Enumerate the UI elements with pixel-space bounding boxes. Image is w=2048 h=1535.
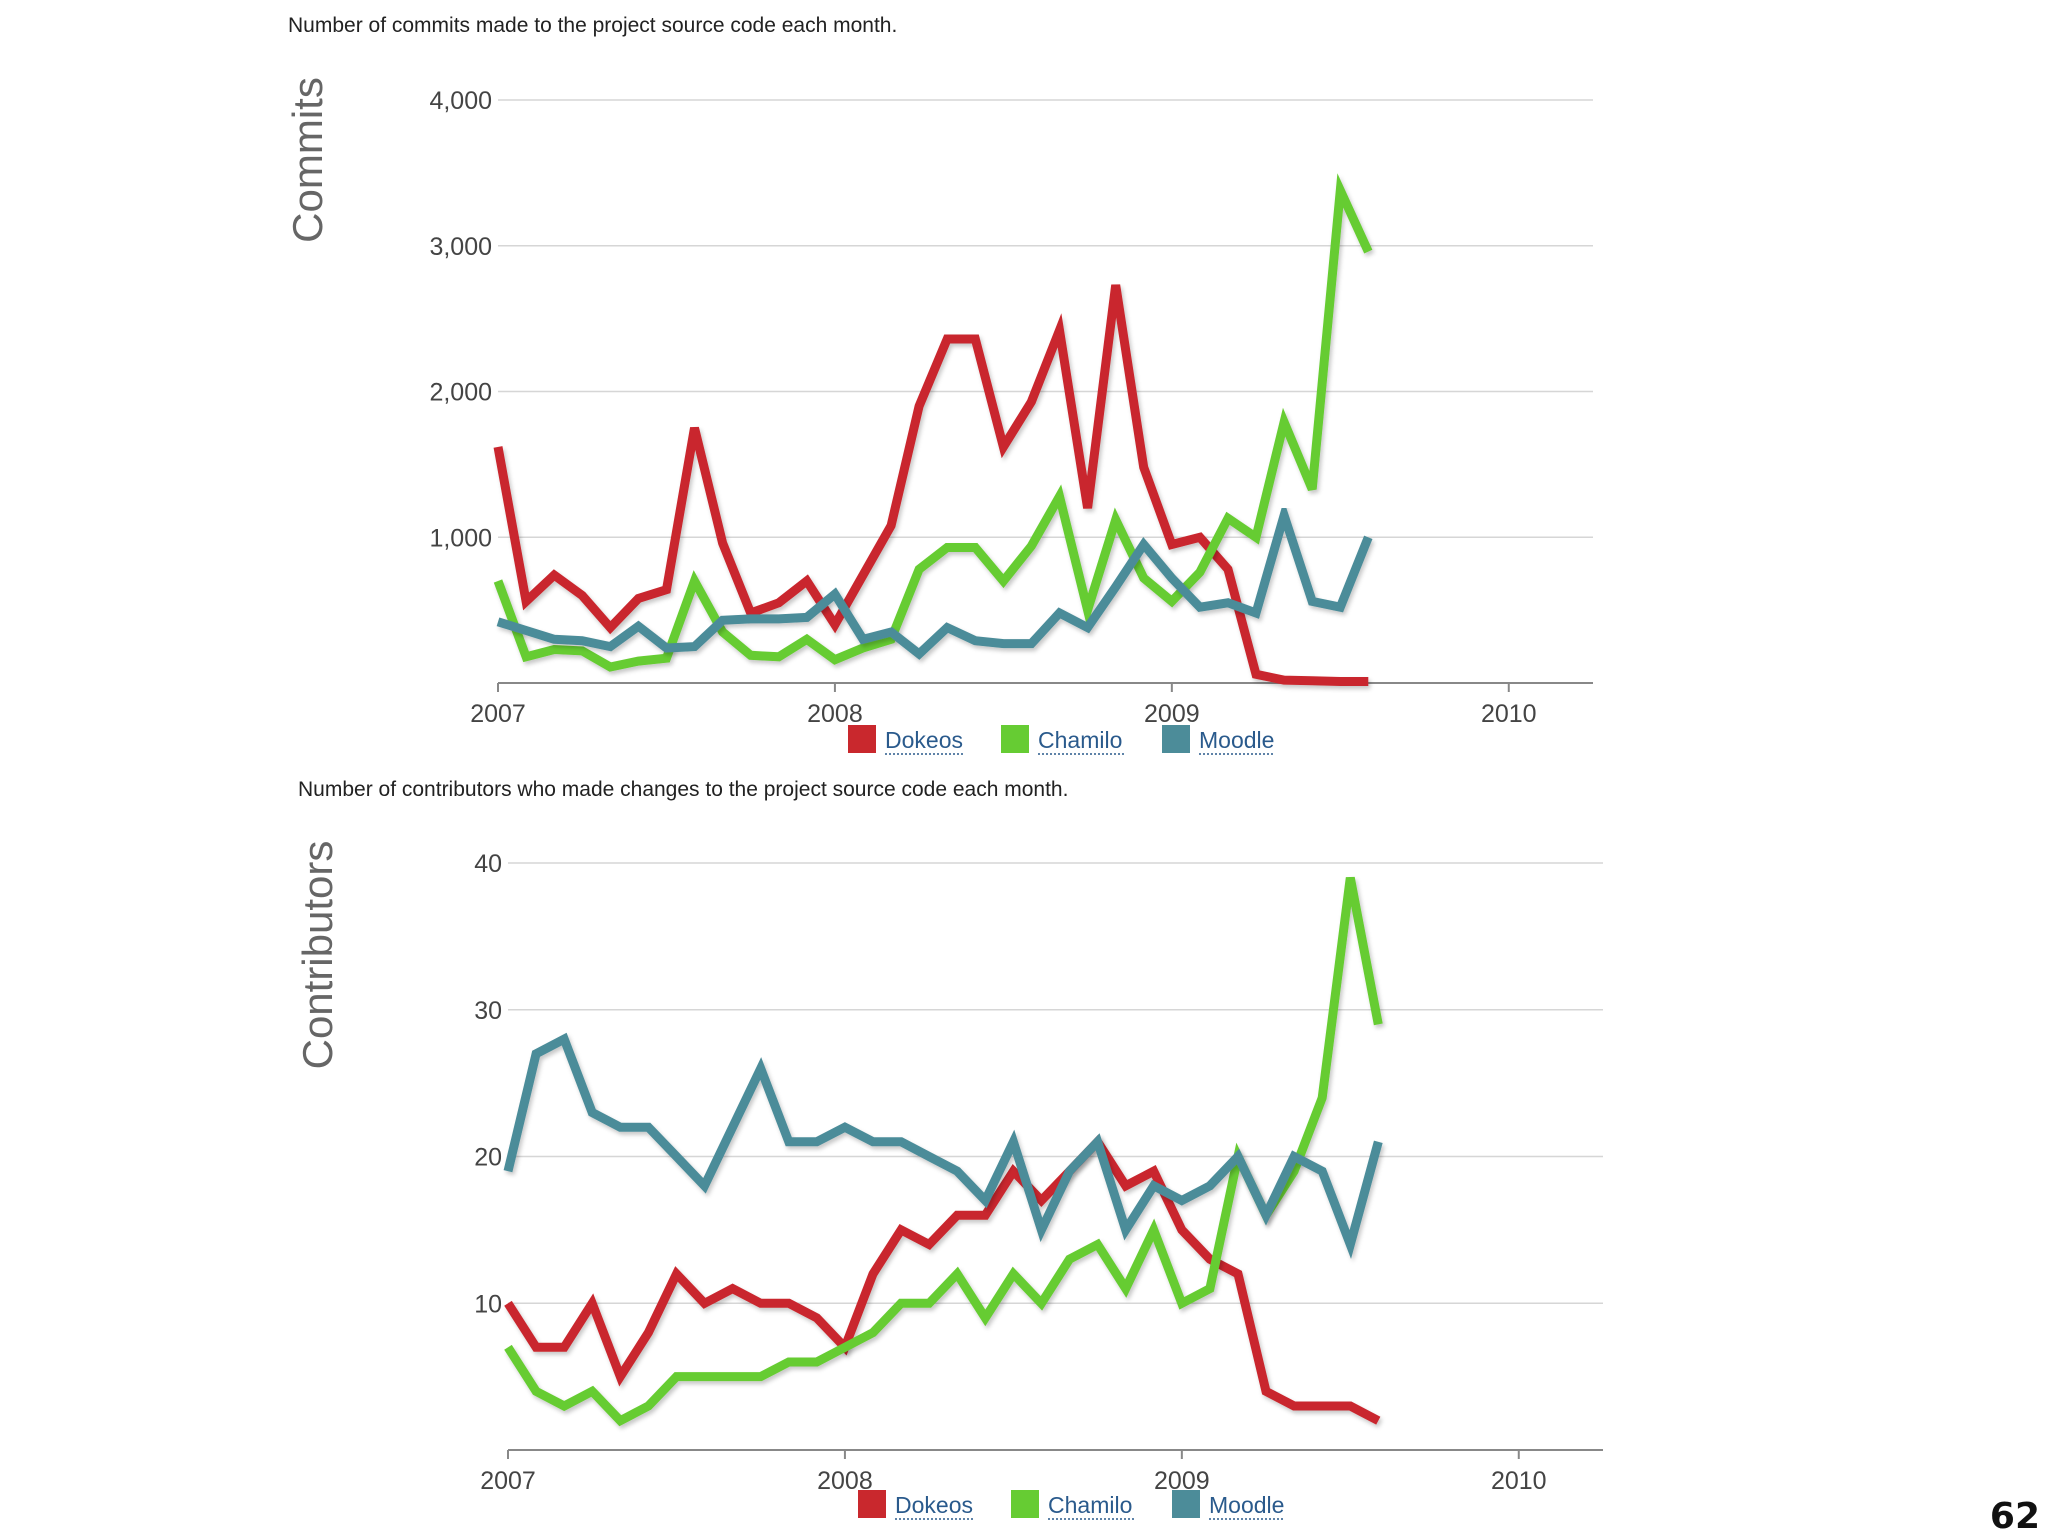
legend-swatch <box>1001 725 1029 753</box>
series-group <box>503 876 1383 1427</box>
x-tick-label: 2008 <box>807 700 863 728</box>
legend-swatch <box>848 725 876 753</box>
contributors-chart: Number of contributors who made changes … <box>294 778 1603 1520</box>
series-line-moodle <box>496 500 1373 660</box>
commits-chart: Number of commits made to the project so… <box>284 14 1593 755</box>
series-line-dokeos <box>493 284 1369 686</box>
y-tick-label: 20 <box>474 1144 502 1172</box>
y-tick-label: 2,000 <box>429 379 492 407</box>
series-line-chamilo <box>493 173 1373 672</box>
y-tick-label: 1,000 <box>429 524 492 552</box>
y-tick-label: 30 <box>474 997 502 1025</box>
legend-label[interactable]: Moodle <box>1199 727 1274 753</box>
x-tick-label: 2007 <box>480 1467 536 1495</box>
x-tick-label: 2010 <box>1491 1467 1547 1495</box>
legend-swatch <box>1011 1490 1039 1518</box>
x-tick-label: 2007 <box>470 700 526 728</box>
legend: Dokeos Chamilo Moodle <box>858 1490 1284 1520</box>
y-tick-label: 3,000 <box>429 233 492 261</box>
legend-swatch <box>858 1490 886 1518</box>
y-tick-label: 4,000 <box>429 87 492 115</box>
page-number: 62 <box>1990 1496 2040 1535</box>
legend-item-chamilo[interactable]: Chamilo <box>1011 1490 1134 1520</box>
x-tick-label: 2010 <box>1481 700 1537 728</box>
y-tick-label: 10 <box>474 1290 502 1318</box>
series-line-chamilo <box>504 876 1383 1427</box>
legend-label[interactable]: Chamilo <box>1048 1492 1132 1518</box>
series-group <box>493 173 1373 686</box>
series-line-moodle <box>503 1032 1383 1259</box>
legend-swatch <box>1172 1490 1200 1518</box>
y-axis-label: Commits <box>284 77 331 243</box>
legend: Dokeos Chamilo Moodle <box>848 725 1274 755</box>
legend-item-dokeos[interactable]: Dokeos <box>858 1490 973 1520</box>
y-axis-label: Contributors <box>294 841 341 1070</box>
x-tick-label: 2009 <box>1144 700 1200 728</box>
legend-item-chamilo[interactable]: Chamilo <box>1001 725 1124 755</box>
chart-caption: Number of contributors who made changes … <box>298 778 1068 801</box>
legend-swatch <box>1162 725 1190 753</box>
legend-label[interactable]: Dokeos <box>885 727 963 753</box>
legend-item-moodle[interactable]: Moodle <box>1172 1490 1284 1520</box>
y-tick-label: 40 <box>474 850 502 878</box>
legend-item-moodle[interactable]: Moodle <box>1162 725 1274 755</box>
series-line-dokeos <box>504 1134 1381 1425</box>
legend-label[interactable]: Chamilo <box>1038 727 1122 753</box>
chart-caption: Number of commits made to the project so… <box>288 14 897 37</box>
legend-item-dokeos[interactable]: Dokeos <box>848 725 963 755</box>
legend-label[interactable]: Dokeos <box>895 1492 973 1518</box>
legend-label[interactable]: Moodle <box>1209 1492 1284 1518</box>
